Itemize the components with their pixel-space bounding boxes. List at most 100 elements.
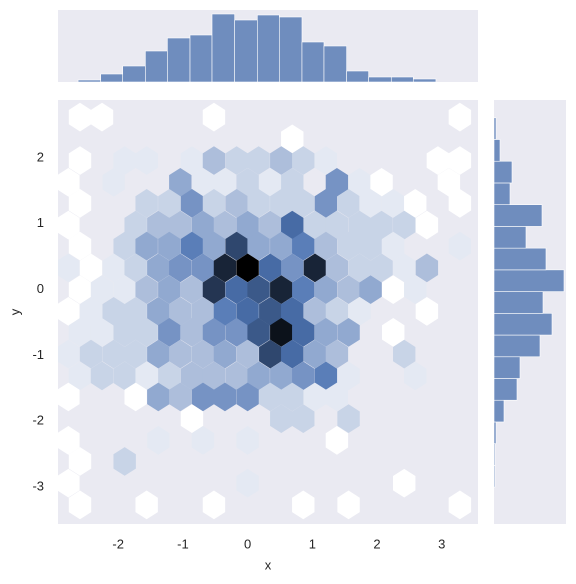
histogram-bar	[301, 41, 325, 83]
hexbin	[236, 167, 259, 197]
hexbin	[202, 146, 226, 175]
hexbin	[68, 102, 92, 132]
hexbin	[58, 167, 80, 197]
hex-layer	[58, 102, 472, 520]
hexbin	[135, 189, 158, 218]
hexbin	[58, 210, 80, 240]
hexbin	[337, 318, 360, 347]
hexbin	[303, 210, 327, 240]
hexbin	[247, 361, 270, 391]
hexbin	[68, 146, 92, 175]
hexbin	[180, 361, 204, 391]
hexbin	[191, 339, 215, 369]
histogram-bar	[493, 226, 527, 249]
hexbin	[415, 210, 439, 240]
hexbin	[58, 382, 80, 412]
hexbin	[348, 253, 371, 283]
hexbin	[147, 382, 170, 412]
hexbin	[158, 189, 181, 218]
hexbin	[448, 102, 472, 132]
hexbin	[292, 275, 315, 304]
hexbin	[426, 146, 450, 175]
hexbin	[225, 231, 248, 261]
hexbin	[270, 361, 293, 391]
hexbin	[135, 231, 158, 261]
hexbin	[113, 231, 136, 261]
hexbin	[314, 231, 338, 261]
y-tick-label: -2	[32, 413, 44, 428]
text-layer: -2 -1 0 1 2 3 -3 -2 -1 0 1 2 x y	[7, 149, 445, 572]
hexbin	[213, 339, 237, 369]
hexbin	[158, 318, 181, 347]
x-tick-label: -1	[177, 536, 189, 551]
hexbin	[180, 318, 204, 347]
hexbin	[147, 339, 170, 369]
hexbin	[180, 404, 204, 434]
histogram-bar	[493, 378, 518, 401]
hexbin	[281, 296, 304, 326]
histogram-bar	[100, 73, 124, 83]
hexbin	[325, 339, 349, 369]
hexbin	[202, 361, 226, 391]
hexbin	[448, 490, 472, 520]
hexbin	[202, 490, 226, 520]
histogram-bar	[493, 334, 541, 358]
hexbin	[191, 253, 215, 283]
hexbin	[135, 318, 158, 347]
hexbin	[314, 275, 338, 304]
hexbin	[348, 167, 371, 197]
histogram-bar	[493, 465, 496, 488]
hexbin	[281, 253, 304, 283]
histogram-bar	[145, 50, 168, 83]
hexbin	[292, 318, 315, 347]
histogram-bar	[493, 421, 497, 444]
hexbin	[404, 275, 427, 304]
hexbin	[90, 318, 114, 347]
hexbin	[281, 124, 304, 154]
hexbin	[68, 318, 92, 347]
hexbin	[102, 167, 125, 197]
hexbin	[292, 490, 315, 520]
hexbin	[225, 361, 248, 391]
hexbin	[448, 146, 472, 175]
hexbin	[259, 253, 282, 283]
hexbin	[247, 231, 270, 261]
hexbin	[292, 189, 315, 218]
hexbin	[337, 361, 360, 391]
hexbin	[158, 231, 181, 261]
hexbin	[202, 275, 226, 304]
hexbin	[270, 275, 293, 304]
hexbin	[90, 275, 114, 304]
hexbin	[359, 189, 382, 218]
histogram-bar	[493, 356, 521, 379]
hexbin	[370, 167, 393, 197]
hexbin	[124, 382, 147, 412]
x-tick-label: 0	[244, 536, 251, 551]
x-tick-label: 2	[373, 536, 380, 551]
hexbin	[213, 253, 237, 283]
hexbin	[202, 231, 226, 261]
hexbin	[79, 253, 103, 283]
hexbin	[236, 296, 259, 326]
hexbin	[225, 189, 248, 218]
hexbin	[281, 339, 304, 369]
histogram-bar	[412, 78, 437, 83]
hexbin	[382, 275, 405, 304]
hexbin	[348, 210, 371, 240]
y-tick-label: 0	[37, 281, 44, 296]
hexbin	[90, 102, 114, 132]
hexbin	[90, 361, 114, 391]
y-tick-label: -3	[32, 479, 44, 494]
hexbin	[259, 210, 282, 240]
hexbin	[270, 318, 293, 347]
hexbin	[147, 426, 170, 455]
hexbin	[213, 382, 237, 412]
hexbin	[180, 275, 204, 304]
hexbin	[337, 231, 360, 261]
hexbin	[236, 468, 259, 498]
hexbin	[58, 296, 80, 326]
bar-layer	[77, 13, 565, 488]
hexbin	[325, 426, 349, 455]
histogram-bar	[346, 70, 369, 83]
hexbin	[180, 189, 204, 218]
